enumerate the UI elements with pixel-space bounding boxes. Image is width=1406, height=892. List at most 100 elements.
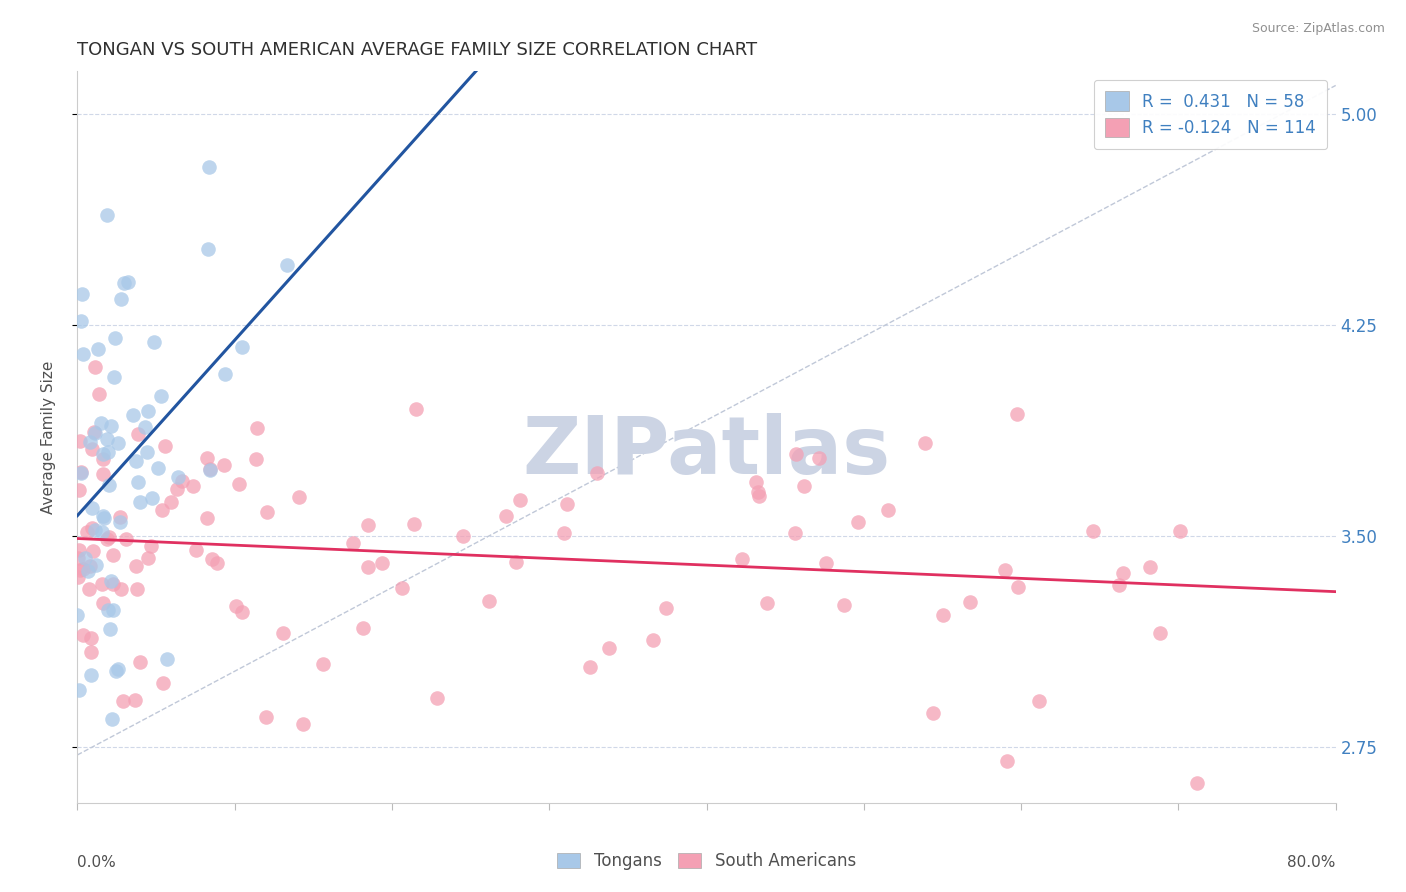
- Point: [79, 559, 101, 574]
- Point: [1185, 776, 1208, 790]
- Point: [748, 489, 770, 503]
- Point: [96, 433, 118, 447]
- Point: [914, 435, 936, 450]
- Point: [212, 458, 235, 473]
- Point: [72, 562, 94, 576]
- Point: [451, 529, 474, 543]
- Point: [198, 462, 221, 476]
- Point: [129, 655, 152, 669]
- Point: [127, 582, 149, 596]
- Point: [271, 625, 294, 640]
- Point: [357, 518, 380, 533]
- Point: [585, 467, 607, 481]
- Point: [785, 447, 807, 461]
- Point: [225, 599, 247, 614]
- Text: Source: ZipAtlas.com: Source: ZipAtlas.com: [1251, 22, 1385, 36]
- Point: [404, 516, 426, 531]
- Point: [959, 594, 981, 608]
- Point: [127, 475, 149, 489]
- Point: [124, 693, 146, 707]
- Point: [67, 543, 90, 558]
- Point: [101, 602, 124, 616]
- Point: [121, 408, 143, 422]
- Point: [184, 543, 207, 558]
- Point: [146, 460, 169, 475]
- Point: [76, 524, 98, 539]
- Point: [70, 465, 93, 479]
- Point: [100, 574, 122, 588]
- Point: [172, 474, 194, 488]
- Point: [555, 497, 578, 511]
- Point: [77, 564, 100, 578]
- Point: [80, 501, 103, 516]
- Point: [70, 286, 93, 301]
- Point: [66, 607, 89, 622]
- Point: [160, 495, 183, 509]
- Point: [166, 482, 188, 496]
- Point: [152, 676, 174, 690]
- Point: [195, 451, 218, 466]
- Point: [101, 577, 124, 591]
- Point: [107, 436, 129, 450]
- Point: [72, 628, 94, 642]
- Text: ZIPatlas: ZIPatlas: [523, 413, 890, 491]
- Point: [96, 603, 118, 617]
- Point: [112, 694, 135, 708]
- Point: [197, 243, 219, 257]
- Point: [150, 503, 173, 517]
- Point: [125, 454, 148, 468]
- Point: [67, 550, 90, 565]
- Point: [756, 597, 779, 611]
- Point: [579, 660, 602, 674]
- Point: [82, 544, 104, 558]
- Point: [994, 563, 1017, 577]
- Point: [108, 509, 131, 524]
- Point: [371, 556, 394, 570]
- Point: [1007, 580, 1029, 594]
- Point: [1149, 625, 1171, 640]
- Point: [91, 451, 114, 466]
- Point: [80, 520, 103, 534]
- Point: [69, 563, 91, 577]
- Point: [70, 466, 93, 480]
- Point: [815, 556, 838, 570]
- Point: [932, 607, 955, 622]
- Point: [91, 596, 114, 610]
- Point: [292, 717, 315, 731]
- Point: [87, 342, 110, 356]
- Point: [98, 530, 121, 544]
- Point: [183, 479, 205, 493]
- Point: [509, 493, 531, 508]
- Point: [553, 525, 575, 540]
- Point: [288, 490, 311, 504]
- Point: [405, 402, 427, 417]
- Point: [87, 387, 110, 401]
- Point: [79, 668, 101, 682]
- Point: [276, 258, 298, 272]
- Point: [83, 360, 105, 375]
- Point: [70, 314, 93, 328]
- Point: [67, 483, 90, 497]
- Point: [198, 160, 221, 174]
- Point: [598, 640, 620, 655]
- Point: [1168, 524, 1191, 538]
- Point: [747, 484, 769, 499]
- Point: [91, 447, 114, 461]
- Point: [90, 416, 112, 430]
- Point: [83, 425, 105, 439]
- Point: [136, 550, 159, 565]
- Point: [141, 539, 163, 553]
- Point: [125, 559, 148, 574]
- Point: [84, 425, 107, 440]
- Point: [205, 556, 228, 570]
- Point: [80, 631, 103, 645]
- Point: [136, 444, 159, 458]
- Point: [134, 420, 156, 434]
- Point: [730, 551, 752, 566]
- Point: [1112, 566, 1135, 580]
- Point: [108, 515, 131, 529]
- Point: [391, 582, 413, 596]
- Point: [91, 509, 114, 524]
- Text: 80.0%: 80.0%: [1288, 855, 1336, 870]
- Point: [1108, 578, 1130, 592]
